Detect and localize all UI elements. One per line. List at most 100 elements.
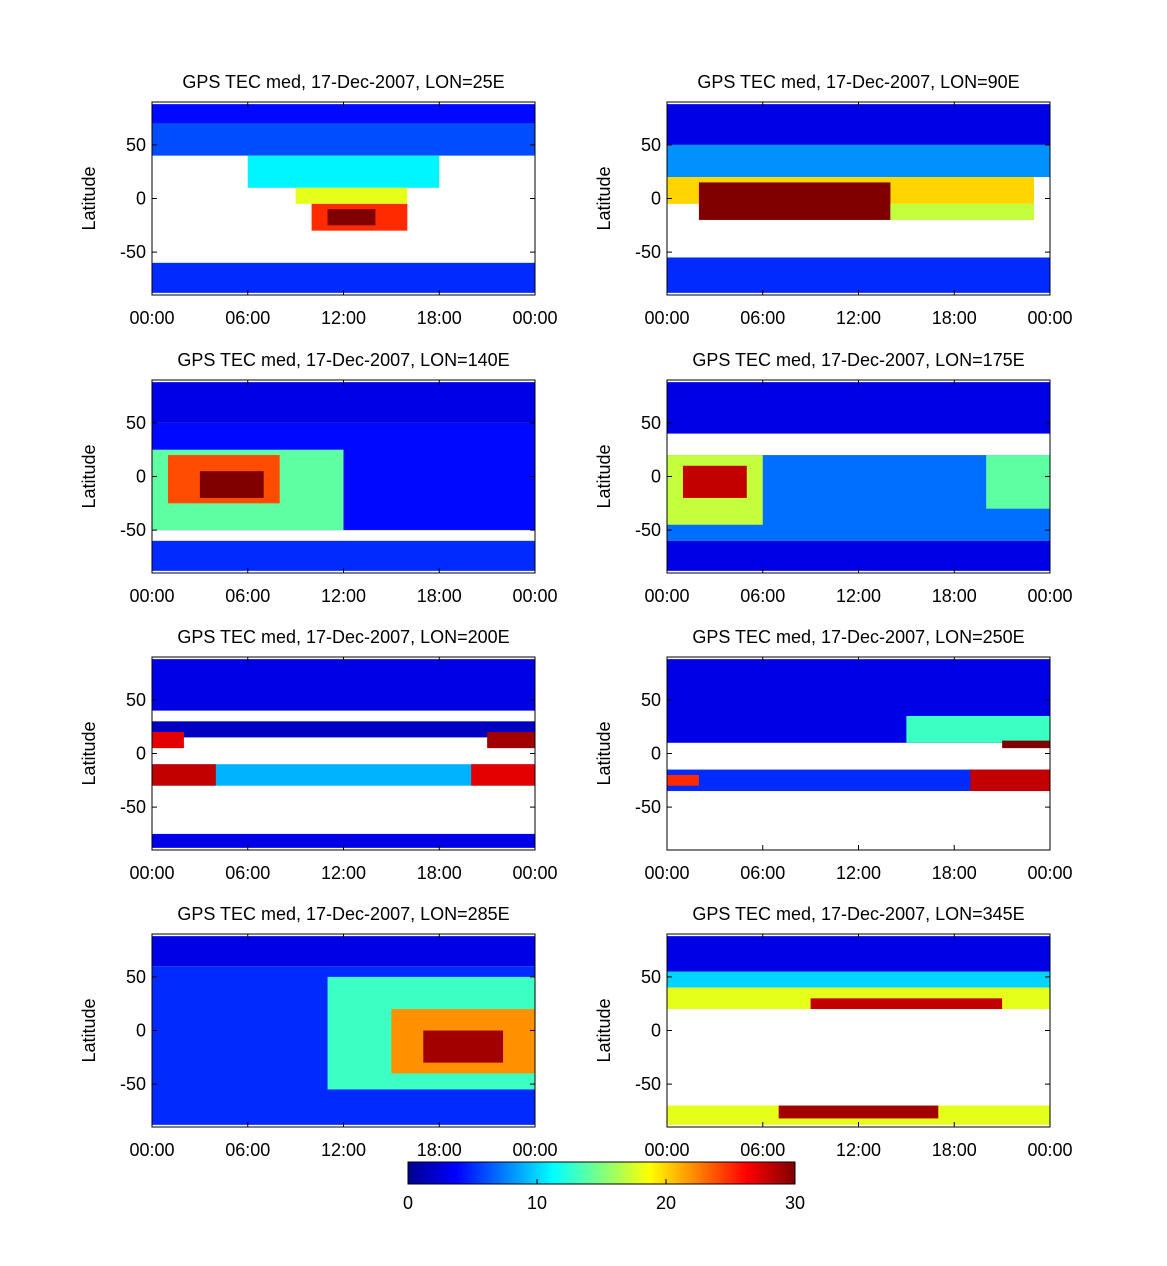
x-tick-label: 06:00 <box>225 586 270 606</box>
x-tick-label: 18:00 <box>932 1140 977 1160</box>
x-tick-label: 00:00 <box>512 586 557 606</box>
heatmap-cell <box>667 382 1050 434</box>
x-tick-label: 06:00 <box>225 863 270 883</box>
y-tick-label: 50 <box>126 135 146 155</box>
colorbar-tick-label: 10 <box>527 1193 547 1213</box>
heatmap-cell <box>152 540 535 571</box>
x-tick-label: 12:00 <box>836 1140 881 1160</box>
x-tick-label: 06:00 <box>740 586 785 606</box>
x-tick-label: 00:00 <box>512 863 557 883</box>
heatmap-panel-7: GPS TEC med, 17-Dec-2007, LON=285E Latitu… <box>79 904 558 1160</box>
heatmap-cell <box>667 769 1050 792</box>
x-tick-label: 00:00 <box>129 863 174 883</box>
x-tick-label: 00:00 <box>1027 863 1072 883</box>
heatmap-cell <box>471 764 535 786</box>
x-tick-label: 00:00 <box>129 308 174 328</box>
y-axis-label: Latitude <box>79 998 99 1062</box>
x-tick-label: 06:00 <box>740 1140 785 1160</box>
x-tick-label: 00:00 <box>512 1140 557 1160</box>
y-tick-label: 50 <box>641 135 661 155</box>
heatmap-cells <box>152 659 535 848</box>
y-tick-label: -50 <box>120 797 146 817</box>
x-tick-label: 00:00 <box>129 586 174 606</box>
heatmap-cell <box>247 155 440 188</box>
x-tick-label: 06:00 <box>740 863 785 883</box>
x-tick-label: 00:00 <box>129 1140 174 1160</box>
heatmap-cell <box>667 971 1050 988</box>
heatmap-cell <box>667 104 1050 145</box>
y-tick-label: -50 <box>635 1074 661 1094</box>
heatmap-cells <box>667 659 1050 792</box>
x-tick-label: 18:00 <box>417 586 462 606</box>
panel-title: GPS TEC med, 17-Dec-2007, LON=250E <box>692 627 1024 647</box>
panel-title: GPS TEC med, 17-Dec-2007, LON=25E <box>182 72 504 92</box>
x-tick-label: 18:00 <box>932 586 977 606</box>
panel-title: GPS TEC med, 17-Dec-2007, LON=175E <box>692 350 1024 370</box>
heatmap-cell <box>152 833 535 848</box>
heatmap-panel-5: GPS TEC med, 17-Dec-2007, LON=200E Latitu… <box>79 627 558 883</box>
heatmap-panel-2: GPS TEC med, 17-Dec-2007, LON=90E Latitud… <box>594 72 1073 328</box>
y-tick-label: 0 <box>651 189 661 209</box>
heatmap-cell <box>986 455 1050 509</box>
colorbar: 0 10 20 30 <box>403 1161 805 1213</box>
heatmap-cell <box>152 382 535 423</box>
y-axis-label: Latitude <box>594 998 614 1062</box>
y-tick-label: 0 <box>651 744 661 764</box>
colorbar-tick-label: 20 <box>656 1193 676 1213</box>
y-tick-label: 0 <box>136 189 146 209</box>
heatmap-panel-1: GPS TEC med, 17-Dec-2007, LON=25E Latitud… <box>79 72 558 328</box>
heatmap-cell <box>487 732 535 749</box>
heatmap-cell <box>327 209 376 226</box>
heatmap-cells <box>667 382 1050 571</box>
heatmap-cell <box>152 936 535 967</box>
heatmap-cell <box>152 764 535 786</box>
y-tick-label: -50 <box>635 797 661 817</box>
heatmap-panel-6: GPS TEC med, 17-Dec-2007, LON=250E Latitu… <box>594 627 1073 883</box>
heatmap-cell <box>667 936 1050 972</box>
y-tick-label: 0 <box>651 467 661 487</box>
heatmap-cells <box>152 936 535 1125</box>
y-axis-label: Latitude <box>594 721 614 785</box>
x-tick-label: 00:00 <box>1027 1140 1072 1160</box>
heatmap-cell <box>970 769 1050 792</box>
y-tick-label: 50 <box>126 967 146 987</box>
x-tick-label: 00:00 <box>644 863 689 883</box>
heatmap-cell <box>152 764 216 786</box>
heatmap-cells <box>667 936 1050 1125</box>
heatmap-cell <box>152 123 535 156</box>
heatmap-cell <box>778 1105 939 1119</box>
heatmap-cell <box>199 471 264 498</box>
x-tick-label: 18:00 <box>417 863 462 883</box>
x-tick-label: 12:00 <box>836 308 881 328</box>
heatmap-cell <box>423 1030 504 1063</box>
y-tick-label: 0 <box>136 467 146 487</box>
x-tick-label: 06:00 <box>225 1140 270 1160</box>
heatmap-cell <box>667 540 1050 571</box>
x-tick-label: 18:00 <box>932 863 977 883</box>
y-axis-label: Latitude <box>79 721 99 785</box>
heatmap-cell <box>667 144 1050 178</box>
panel-title: GPS TEC med, 17-Dec-2007, LON=200E <box>177 627 509 647</box>
x-tick-label: 18:00 <box>417 308 462 328</box>
heatmap-cell <box>667 257 1050 293</box>
y-tick-label: -50 <box>635 242 661 262</box>
heatmap-panel-3: GPS TEC med, 17-Dec-2007, LON=140E Latitu… <box>79 350 558 606</box>
x-tick-label: 00:00 <box>1027 308 1072 328</box>
y-axis-label: Latitude <box>594 444 614 508</box>
panel-title: GPS TEC med, 17-Dec-2007, LON=90E <box>697 72 1019 92</box>
x-tick-label: 12:00 <box>321 863 366 883</box>
y-tick-label: 50 <box>641 967 661 987</box>
heatmap-cell <box>682 465 747 498</box>
x-tick-label: 06:00 <box>740 308 785 328</box>
x-tick-label: 12:00 <box>321 586 366 606</box>
heatmap-cell <box>152 104 535 124</box>
heatmap-cells <box>152 104 535 293</box>
x-tick-label: 00:00 <box>512 308 557 328</box>
y-tick-label: 0 <box>136 1021 146 1041</box>
x-tick-label: 12:00 <box>836 586 881 606</box>
heatmap-cell <box>295 187 408 204</box>
y-axis-label: Latitude <box>594 166 614 230</box>
y-tick-label: 50 <box>641 690 661 710</box>
heatmap-panel-4: GPS TEC med, 17-Dec-2007, LON=175E Latitu… <box>594 350 1073 606</box>
